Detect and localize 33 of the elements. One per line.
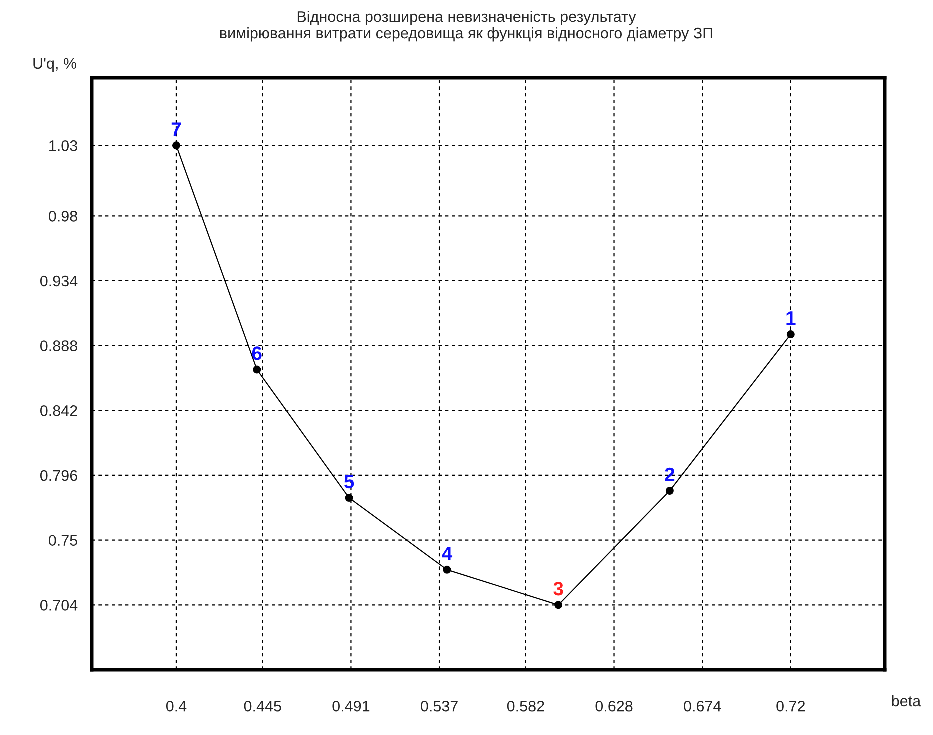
y-tick-label: 0.888 bbox=[40, 340, 78, 352]
point bbox=[345, 494, 354, 502]
x-tick-label: 0.72 bbox=[776, 700, 806, 712]
x-tick-label: 0.4 bbox=[166, 700, 187, 712]
x-tick-label: 0.445 bbox=[244, 700, 282, 712]
annotation: 5 bbox=[344, 475, 354, 489]
x-axis-title: beta bbox=[892, 695, 922, 707]
y-tick-label: 0.704 bbox=[40, 600, 78, 611]
point bbox=[172, 142, 180, 150]
x-tick-label: 0.674 bbox=[684, 700, 722, 712]
annotation: 7 bbox=[172, 122, 182, 136]
point bbox=[253, 366, 262, 374]
y-tick-label: 0.796 bbox=[40, 470, 78, 482]
y-tick-label: 1.03 bbox=[50, 140, 78, 152]
y-tick-label: 0.842 bbox=[40, 406, 78, 416]
point bbox=[443, 566, 452, 574]
point bbox=[554, 601, 563, 610]
x-tick-label: 0.628 bbox=[596, 700, 633, 712]
y-tick-label: 0.934 bbox=[40, 276, 78, 287]
annotation: 3 bbox=[554, 582, 564, 596]
chart-title: Відносна розширена невизначеність результату вимірювання витрати середовища як функція відносного діаметру ЗП bbox=[220, 11, 712, 42]
annotation: 1 bbox=[786, 312, 796, 325]
point bbox=[666, 487, 674, 495]
annotation: 2 bbox=[665, 468, 675, 482]
point bbox=[786, 330, 795, 339]
y-tick-label: 0.75 bbox=[48, 535, 78, 546]
annotation: 4 bbox=[442, 546, 453, 560]
x-tick-label: 0.491 bbox=[332, 700, 370, 712]
annotation: 6 bbox=[252, 346, 262, 360]
y-axis-title: U'q, % bbox=[34, 58, 76, 72]
x-tick-label: 0.537 bbox=[421, 700, 458, 712]
y-tick-label: 0.98 bbox=[48, 211, 78, 222]
x-tick-label: 0.582 bbox=[507, 700, 544, 712]
